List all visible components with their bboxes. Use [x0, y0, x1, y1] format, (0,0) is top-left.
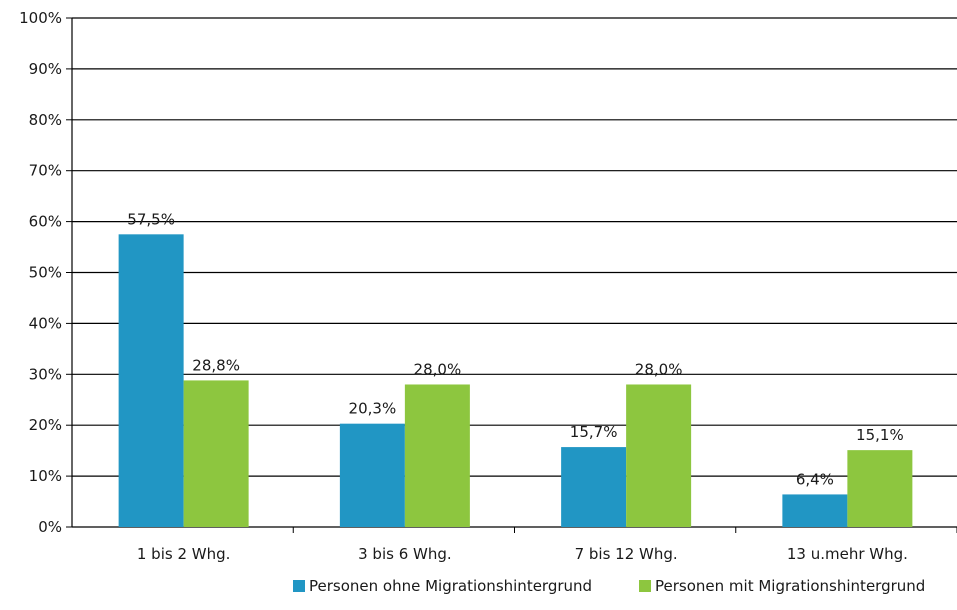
bar — [183, 380, 249, 527]
y-tick-label: 90% — [29, 60, 62, 78]
x-category-label: 3 bis 6 Whg. — [358, 545, 452, 563]
y-tick-label: 20% — [29, 416, 62, 434]
data-label: 28,0% — [414, 360, 462, 378]
bar — [118, 234, 184, 527]
legend-label: Personen ohne Migrationshintergrund — [309, 577, 592, 595]
data-label: 15,7% — [570, 423, 618, 441]
y-tick-label: 80% — [29, 111, 62, 129]
data-label: 28,8% — [192, 356, 240, 374]
legend-swatch — [639, 580, 651, 592]
bar — [626, 384, 692, 527]
y-tick-label: 70% — [29, 162, 62, 180]
data-label: 20,3% — [349, 400, 397, 418]
x-category-label: 7 bis 12 Whg. — [575, 545, 678, 563]
data-label: 57,5% — [127, 210, 175, 228]
data-label: 6,4% — [796, 470, 834, 488]
legend-swatch — [293, 580, 305, 592]
x-category-label: 1 bis 2 Whg. — [137, 545, 231, 563]
bar — [561, 447, 627, 527]
y-tick-label: 60% — [29, 213, 62, 231]
y-tick-label: 50% — [29, 264, 62, 282]
y-tick-label: 30% — [29, 365, 62, 383]
y-tick-label: 100% — [19, 9, 62, 27]
y-tick-label: 0% — [38, 518, 62, 536]
data-label: 28,0% — [635, 360, 683, 378]
y-tick-label: 40% — [29, 314, 62, 332]
bar — [404, 384, 470, 527]
bar — [339, 423, 405, 527]
x-category-label: 13 u.mehr Whg. — [787, 545, 908, 563]
legend-label: Personen mit Migrationshintergrund — [655, 577, 925, 595]
bar — [782, 494, 848, 527]
data-label: 15,1% — [856, 426, 904, 444]
y-tick-label: 10% — [29, 467, 62, 485]
bar — [847, 450, 913, 527]
